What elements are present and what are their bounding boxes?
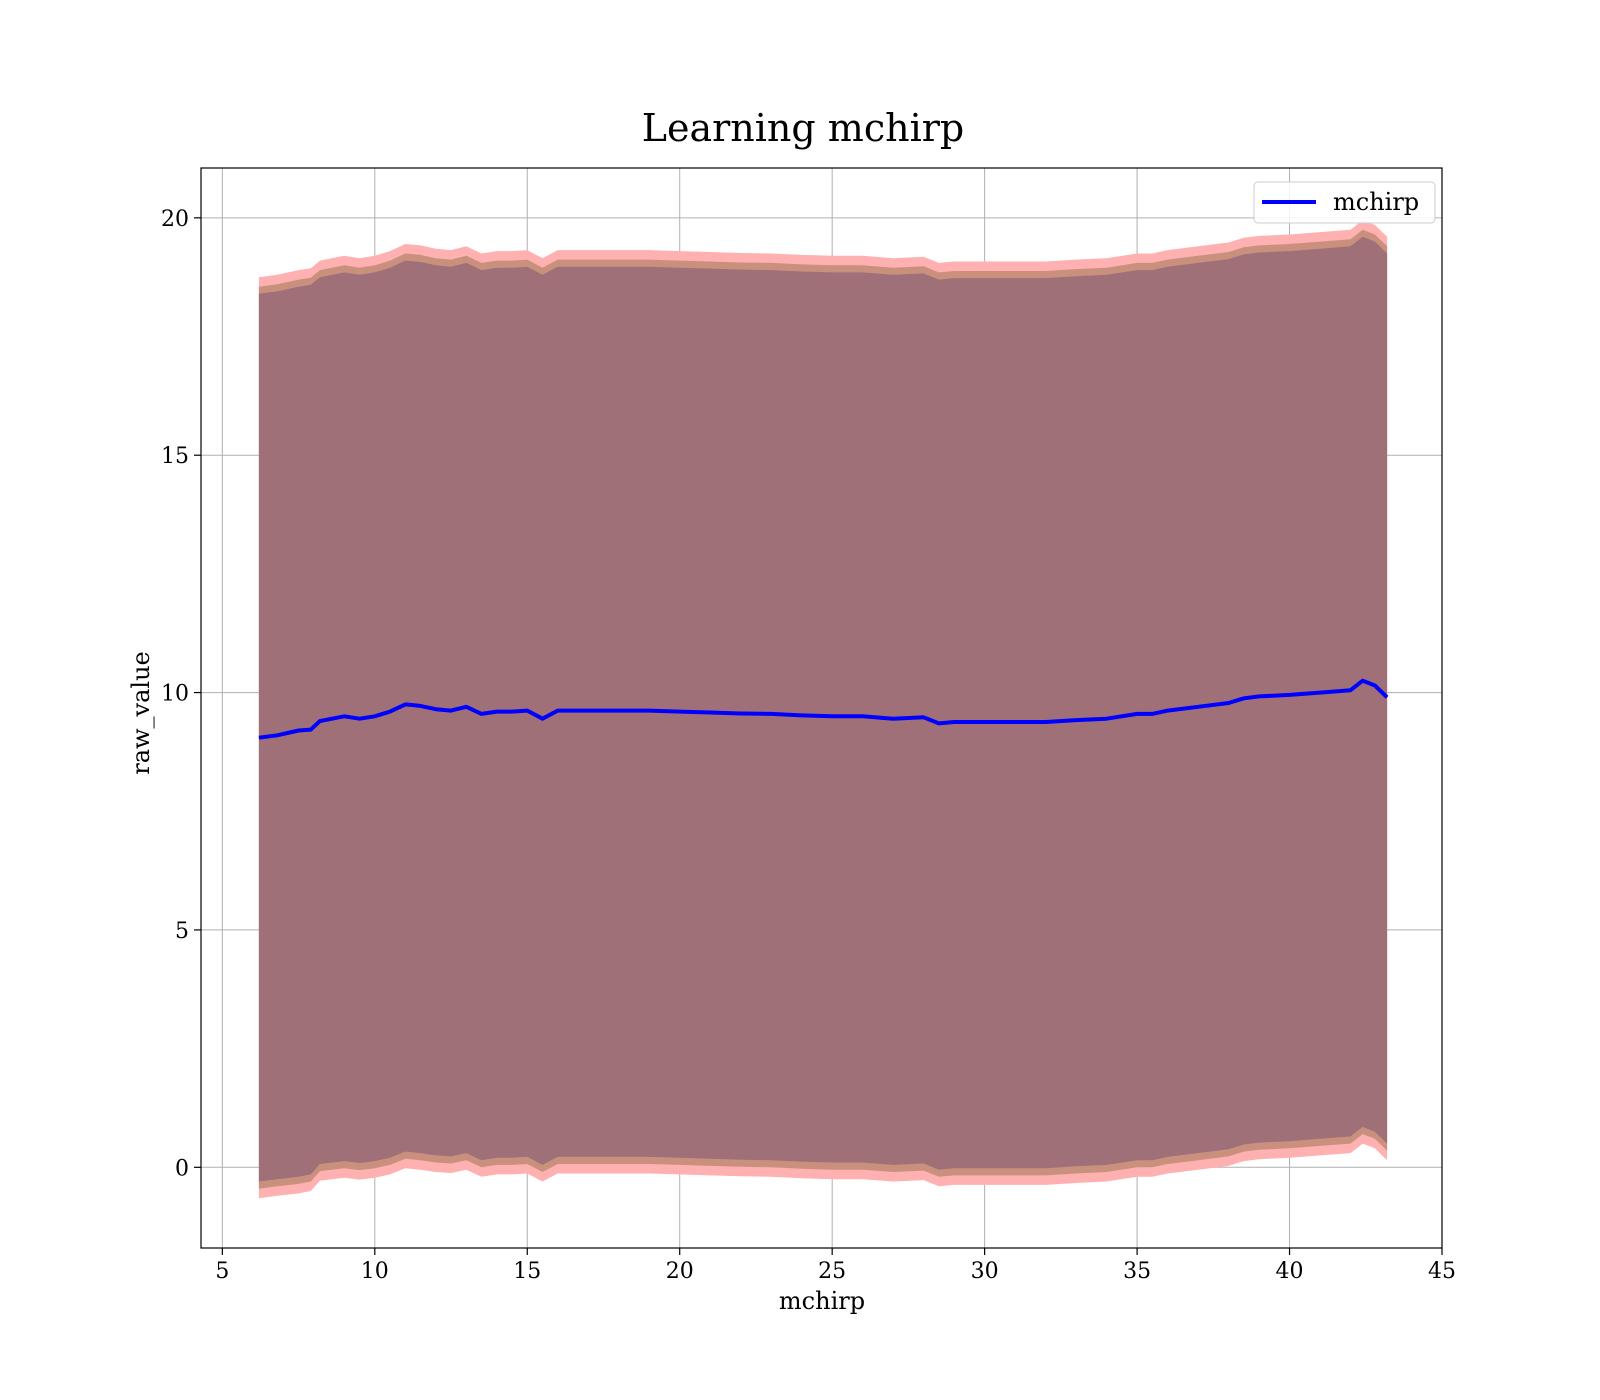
legend-label: mchirp [1333, 188, 1419, 216]
plot-frame [200, 167, 1443, 1249]
band-1-sigma [258, 236, 1388, 1182]
confidence-bands [258, 220, 1388, 1199]
legend: mchirp [1253, 181, 1436, 224]
y-tick-label: 20 [161, 207, 189, 232]
y-tick-label: 5 [175, 919, 189, 944]
x-tick-label: 45 [1428, 1259, 1456, 1284]
legend-box [1253, 181, 1436, 224]
x-tick-label: 25 [818, 1259, 846, 1284]
x-tick-label: 5 [215, 1259, 229, 1284]
chart-title: Learning mchirp [642, 106, 964, 150]
y-tick-label: 15 [161, 444, 189, 469]
x-tick-label: 40 [1276, 1259, 1304, 1284]
series-lines [258, 678, 1389, 740]
x-tick-label: 20 [666, 1259, 694, 1284]
y-tick-label: 0 [175, 1156, 189, 1181]
x-tick-label: 10 [361, 1259, 389, 1284]
x-axis-label: mchirp [779, 1287, 865, 1315]
x-tick-label: 30 [971, 1259, 999, 1284]
series-line-mchirp [258, 678, 1389, 740]
y-tick-label: 10 [161, 682, 189, 707]
x-tick-label: 35 [1123, 1259, 1151, 1284]
x-tick-label: 15 [513, 1259, 541, 1284]
axis-ticks: 5 10 15 20 25 30 35 40 45 0 5 10 15 20 [161, 207, 1456, 1284]
y-axis-label: raw_value [127, 651, 155, 775]
